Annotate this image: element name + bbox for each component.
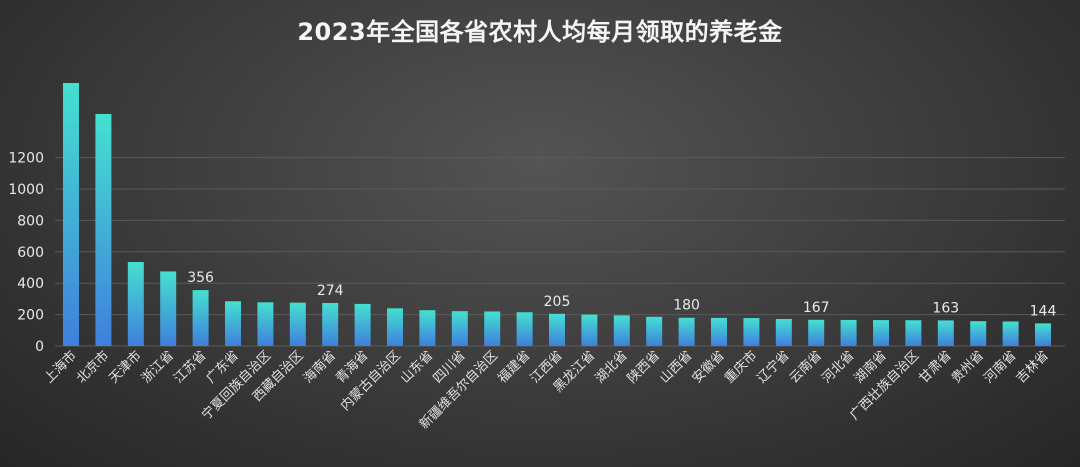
x-tick-label: 海南省	[300, 348, 339, 387]
bar	[484, 311, 501, 346]
bar	[225, 301, 241, 346]
x-tick-label: 河南省	[981, 348, 1020, 387]
bar	[160, 271, 177, 346]
bar	[257, 302, 274, 346]
bar	[322, 302, 339, 346]
bar	[289, 302, 306, 346]
y-axis-ticks: 0 200 400 600 800 1000 1200	[8, 151, 44, 355]
bar	[678, 317, 695, 346]
bar	[743, 318, 760, 346]
x-tick-label: 甘肃省	[916, 348, 954, 386]
y-tick-label: 600	[17, 245, 44, 261]
data-label: 205	[544, 294, 571, 310]
x-tick-label: 北京市	[73, 348, 112, 387]
data-label: 356	[187, 270, 214, 286]
x-tick-label: 云南省	[786, 348, 825, 387]
bar	[905, 320, 922, 346]
x-tick-label: 陕西省	[625, 348, 663, 386]
bar	[581, 314, 598, 346]
bar	[808, 319, 825, 346]
y-tick-label: 0	[35, 339, 44, 355]
data-label: 163	[932, 300, 959, 316]
x-tick-label: 重庆市	[721, 348, 760, 387]
x-tick-label: 山东省	[398, 348, 436, 386]
chart-title: 2023年全国各省农村人均每月领取的养老金	[297, 18, 783, 46]
bar	[387, 308, 403, 346]
x-tick-label: 天津市	[106, 348, 145, 387]
bar	[95, 113, 112, 346]
bar	[1002, 321, 1019, 346]
bar	[419, 310, 436, 346]
bar	[873, 320, 889, 346]
data-label: 144	[1030, 303, 1057, 319]
bar	[646, 316, 663, 346]
data-labels: 356 274 205 180 167 163 144	[187, 270, 1056, 319]
x-tick-label: 山西省	[657, 348, 695, 386]
y-tick-label: 800	[17, 213, 44, 229]
x-tick-label: 贵州省	[949, 348, 987, 386]
bar	[63, 83, 79, 347]
y-tick-label: 1200	[8, 151, 44, 167]
bar	[937, 320, 954, 346]
x-tick-label: 吉林省	[1014, 348, 1052, 386]
bar	[711, 317, 727, 346]
x-tick-label: 福建省	[495, 348, 533, 386]
x-tick-label: 河北省	[819, 348, 857, 386]
data-label: 274	[317, 283, 344, 299]
bars	[63, 83, 1051, 347]
bar	[127, 262, 144, 346]
bar	[192, 290, 209, 346]
bar	[970, 321, 987, 346]
bar	[549, 313, 565, 346]
y-tick-label: 400	[17, 276, 44, 292]
x-axis-labels: 上海市北京市天津市浙江省江苏省广东省宁夏回族自治区西藏自治区海南省青海省内蒙古自…	[41, 348, 1052, 433]
y-tick-label: 1000	[8, 182, 44, 198]
bar	[613, 315, 630, 346]
bar	[1035, 323, 1051, 346]
data-label: 180	[673, 298, 700, 314]
bar	[516, 312, 533, 346]
y-tick-label: 200	[17, 308, 44, 324]
bar	[354, 303, 371, 346]
x-tick-label: 浙江省	[139, 348, 177, 386]
x-tick-label: 上海市	[41, 348, 80, 387]
bar	[451, 311, 468, 346]
bar	[840, 319, 857, 346]
data-label: 167	[803, 300, 830, 316]
bar	[775, 318, 792, 346]
x-tick-label: 湖北省	[592, 348, 630, 386]
x-tick-label: 江苏省	[171, 348, 210, 387]
x-tick-label: 辽宁省	[754, 348, 793, 387]
x-tick-label: 安徽省	[690, 348, 728, 386]
